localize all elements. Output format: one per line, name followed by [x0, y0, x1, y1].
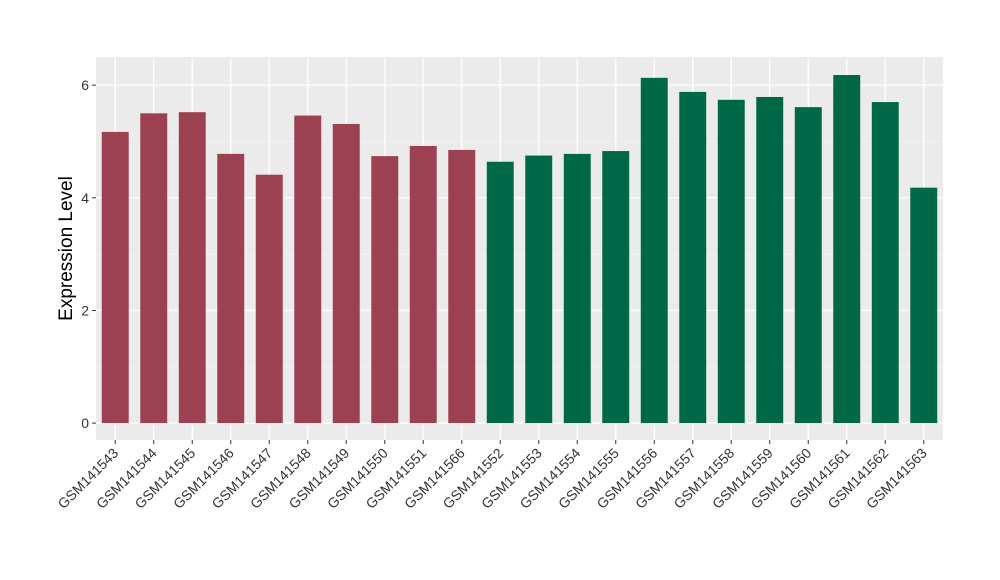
y-tick-label: 0: [81, 415, 89, 431]
bar-GSM141552: [486, 161, 514, 424]
bar-GSM141546: [217, 153, 245, 424]
bar-GSM141549: [332, 124, 360, 424]
bars: [101, 75, 938, 424]
y-tick-label: 4: [81, 190, 89, 206]
bar-GSM141560: [794, 107, 822, 424]
bar-GSM141550: [371, 156, 399, 424]
bar-GSM141556: [640, 77, 668, 424]
y-axis-title: Expression Level: [56, 176, 77, 321]
bar-GSM141543: [101, 131, 129, 424]
bar-GSM141554: [563, 153, 591, 424]
bar-GSM141545: [178, 112, 206, 424]
bar-GSM141566: [448, 149, 476, 424]
bar-GSM141555: [602, 151, 630, 424]
bar-GSM141547: [255, 174, 283, 424]
y-tick-label: 2: [81, 302, 89, 318]
bar-GSM141561: [833, 75, 861, 424]
bar-GSM141553: [525, 155, 553, 424]
bar-GSM141557: [679, 91, 707, 424]
bar-GSM141558: [717, 99, 745, 424]
bar-GSM141548: [294, 115, 322, 424]
bar-GSM141559: [756, 96, 784, 424]
bar-GSM141544: [140, 113, 168, 424]
y-tick-label: 6: [81, 77, 89, 93]
bar-GSM141562: [871, 102, 899, 424]
bar-GSM141551: [409, 145, 437, 424]
bar-GSM141563: [910, 187, 938, 424]
